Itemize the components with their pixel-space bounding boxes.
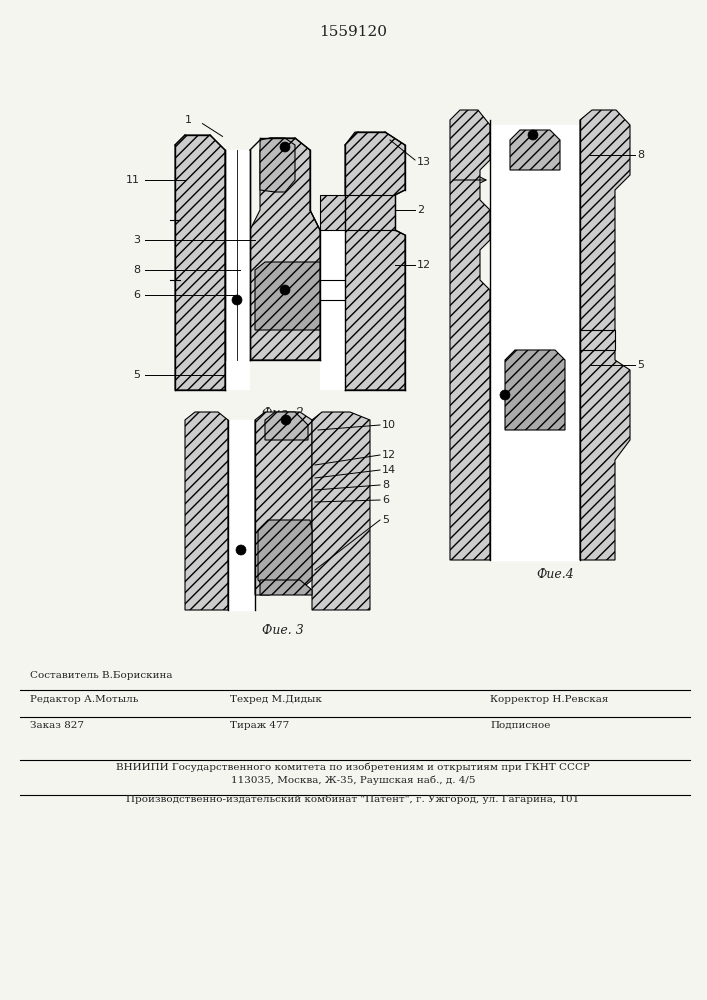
Text: 6: 6 xyxy=(382,495,389,505)
Circle shape xyxy=(280,142,290,152)
Polygon shape xyxy=(312,450,370,610)
Text: Фие. 3: Фие. 3 xyxy=(262,624,304,637)
Polygon shape xyxy=(260,138,295,192)
Text: 5: 5 xyxy=(637,360,644,370)
Text: 11: 11 xyxy=(126,175,140,185)
Polygon shape xyxy=(225,150,250,360)
Polygon shape xyxy=(450,110,490,560)
Text: 8: 8 xyxy=(637,150,644,160)
Polygon shape xyxy=(185,412,228,610)
Circle shape xyxy=(236,545,246,555)
Polygon shape xyxy=(265,412,308,440)
Polygon shape xyxy=(320,195,395,230)
Text: 13: 13 xyxy=(417,157,431,167)
Text: 2: 2 xyxy=(417,205,424,215)
Polygon shape xyxy=(490,430,580,560)
Text: Составитель В.Борискина: Составитель В.Борискина xyxy=(30,671,173,680)
Text: 8: 8 xyxy=(133,265,140,275)
Polygon shape xyxy=(225,150,250,390)
Text: 8: 8 xyxy=(382,480,389,490)
Text: Подписное: Подписное xyxy=(490,721,550,730)
Polygon shape xyxy=(175,135,225,390)
Polygon shape xyxy=(580,330,615,350)
Polygon shape xyxy=(320,230,345,360)
Polygon shape xyxy=(580,110,630,560)
Polygon shape xyxy=(228,420,255,610)
Text: 12: 12 xyxy=(382,450,396,460)
Polygon shape xyxy=(320,195,395,230)
Polygon shape xyxy=(312,412,370,610)
Text: Фие.4: Фие.4 xyxy=(536,568,574,581)
Polygon shape xyxy=(225,360,250,390)
Polygon shape xyxy=(490,170,580,360)
Text: Производственно-издательский комбинат "Патент", г. Ужгород, ул. Гагарина, 101: Производственно-издательский комбинат "П… xyxy=(127,794,580,804)
Polygon shape xyxy=(258,520,312,590)
Text: 3: 3 xyxy=(133,235,140,245)
Text: ВНИИПИ Государственного комитета по изобретениям и открытиям при ГКНТ СССР: ВНИИПИ Государственного комитета по изоб… xyxy=(116,762,590,772)
Polygon shape xyxy=(255,262,320,330)
Text: 6: 6 xyxy=(133,290,140,300)
Text: Техред М.Дидык: Техред М.Дидык xyxy=(230,695,322,704)
Text: 14: 14 xyxy=(382,465,396,475)
Text: 1559120: 1559120 xyxy=(319,25,387,39)
Circle shape xyxy=(280,285,290,295)
Text: Корректор Н.Ревская: Корректор Н.Ревская xyxy=(490,695,609,704)
Text: Тираж 477: Тираж 477 xyxy=(230,721,289,730)
Text: 12: 12 xyxy=(417,260,431,270)
Text: 5: 5 xyxy=(133,370,140,380)
Text: 113035, Москва, Ж-35, Раушская наб., д. 4/5: 113035, Москва, Ж-35, Раушская наб., д. … xyxy=(230,776,475,785)
Polygon shape xyxy=(225,150,250,360)
Polygon shape xyxy=(490,125,580,560)
Circle shape xyxy=(528,130,538,140)
Text: Фие. 2: Фие. 2 xyxy=(262,407,304,420)
Circle shape xyxy=(232,295,242,305)
Text: 10: 10 xyxy=(382,420,396,430)
Polygon shape xyxy=(505,350,565,430)
Polygon shape xyxy=(255,412,312,595)
Circle shape xyxy=(281,415,291,425)
Text: 5: 5 xyxy=(382,515,389,525)
Polygon shape xyxy=(320,230,345,390)
Text: 1: 1 xyxy=(185,115,192,125)
Polygon shape xyxy=(250,138,320,360)
Polygon shape xyxy=(345,132,405,390)
Polygon shape xyxy=(260,580,312,595)
Circle shape xyxy=(500,390,510,400)
Text: Заказ 827: Заказ 827 xyxy=(30,721,84,730)
Text: Редактор А.Мотыль: Редактор А.Мотыль xyxy=(30,695,139,704)
Polygon shape xyxy=(510,130,560,170)
